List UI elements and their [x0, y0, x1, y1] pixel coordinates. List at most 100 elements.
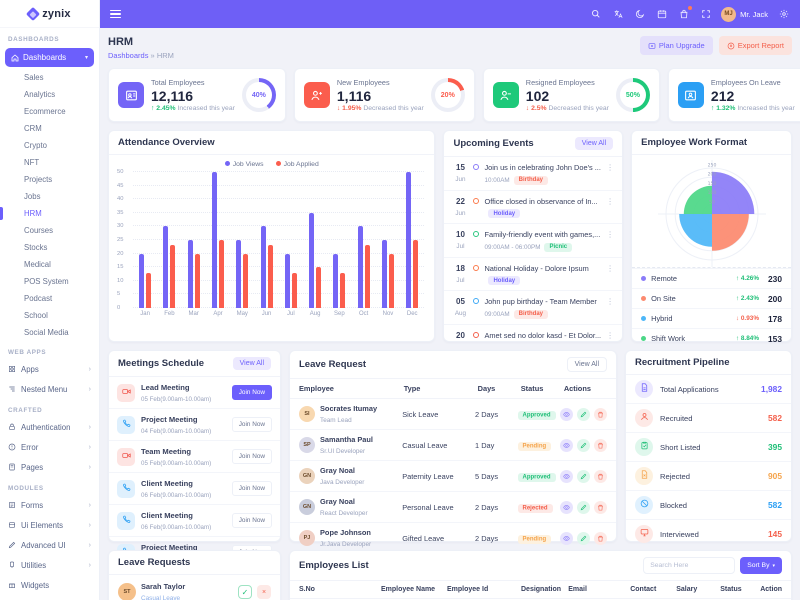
x-axis-label: Dec — [406, 311, 418, 317]
more-vertical-icon[interactable]: ⋮ — [606, 230, 615, 239]
join-now-button[interactable]: Join Now — [231, 449, 272, 464]
more-vertical-icon[interactable]: ⋮ — [606, 263, 615, 273]
join-now-button[interactable]: Join Now — [231, 513, 272, 528]
translate-icon[interactable] — [611, 8, 624, 21]
sidebar-subitem[interactable]: Social Media — [24, 328, 69, 337]
sidebar-subitem[interactable]: Medical — [24, 260, 51, 269]
join-now-button[interactable]: Join Now — [231, 385, 272, 400]
join-now-button[interactable]: Join Now — [231, 481, 272, 496]
pipeline-value: 905 — [768, 471, 782, 481]
x-axis-label: Jun — [261, 311, 272, 317]
edit-button[interactable] — [577, 407, 590, 421]
edit-button[interactable] — [577, 469, 590, 483]
delete-button[interactable] — [594, 500, 607, 514]
stat-delta: ↑ 1.32% — [710, 105, 736, 112]
sort-by-button[interactable]: Sort By ▾ — [740, 557, 782, 574]
calendar-icon[interactable] — [655, 8, 668, 21]
join-now-button[interactable]: Join Now — [231, 417, 272, 432]
pipeline-item: Total Applications 1,982 — [626, 375, 791, 404]
y-axis-label: 25 — [117, 237, 124, 243]
sidebar-subitem[interactable]: School — [24, 311, 48, 320]
plan-upgrade-button[interactable]: Plan Upgrade — [639, 36, 713, 55]
status-badge: Rejected — [517, 504, 553, 513]
user-menu[interactable]: MJ Mr. Jack — [721, 6, 768, 22]
sidebar-subitem[interactable]: Crypto — [24, 141, 47, 150]
settings-gear-icon[interactable] — [777, 8, 790, 21]
column-header: Status — [720, 586, 742, 593]
delete-button[interactable] — [594, 531, 607, 545]
y-axis-label: 50 — [117, 169, 124, 175]
meeting-type-icon-wrap — [117, 479, 135, 498]
sidebar-subitem[interactable]: NFT — [24, 158, 40, 167]
pipeline-icon-wrap — [635, 409, 653, 427]
view-button[interactable] — [560, 500, 573, 514]
search-input[interactable] — [643, 557, 736, 574]
view-button[interactable] — [560, 407, 573, 421]
sidebar-subitem[interactable]: Stocks — [24, 243, 48, 252]
sidebar-item-nested-menu[interactable]: Nested Menu › — [0, 379, 99, 399]
more-vertical-icon[interactable]: ⋮ — [606, 330, 615, 340]
attendance-overview-card: Attendance Overview Job Views Job Applie… — [108, 130, 436, 342]
edit-button[interactable] — [577, 438, 590, 452]
more-vertical-icon[interactable]: ⋮ — [606, 297, 615, 306]
sidebar-subitem[interactable]: Jobs — [24, 192, 41, 201]
sidebar-item-pages[interactable]: Pages › — [0, 457, 99, 477]
shopping-bag-icon[interactable] — [677, 5, 693, 21]
x-axis-label: Oct — [359, 311, 369, 317]
reject-button[interactable]: × — [257, 585, 271, 599]
x-axis-label: Jul — [286, 311, 295, 317]
fullscreen-icon[interactable] — [699, 8, 712, 21]
sidebar-nav: Dashboards Dashboards ▾ Sales Analytics … — [0, 28, 99, 595]
export-report-button[interactable]: Export Report — [718, 36, 792, 55]
sidebar-subitem[interactable]: Projects — [24, 175, 53, 184]
svg-text:100: 100 — [707, 190, 716, 196]
events-view-all-button[interactable]: View All — [574, 137, 614, 150]
employees-table-header: S.No Employee Name Employee Id Designation E… — [290, 581, 791, 599]
close-icon: × — [261, 588, 267, 596]
card-plus-icon — [648, 42, 656, 49]
view-button[interactable] — [560, 469, 573, 483]
meetings-view-all-button[interactable]: View All — [232, 357, 271, 370]
sidebar-subitem[interactable]: Sales — [24, 73, 44, 82]
edit-button[interactable] — [577, 500, 590, 514]
delete-button[interactable] — [594, 469, 607, 483]
sidebar-subitem[interactable]: HRM — [0, 205, 99, 222]
sidebar-item-ui-elements[interactable]: Ui Elements › — [0, 515, 99, 535]
sidebar-subitem[interactable]: Analytics — [24, 90, 56, 99]
sidebar-item-apps[interactable]: Apps › — [0, 359, 99, 379]
sidebar-item-error[interactable]: Error › — [0, 437, 99, 457]
sidebar-item-advanced-ui[interactable]: Advanced UI › — [0, 535, 99, 555]
more-vertical-icon[interactable]: ⋮ — [606, 163, 615, 172]
leave-request-view-all-button[interactable]: View All — [566, 357, 607, 372]
sidebar-subitem[interactable]: POS System — [24, 277, 69, 286]
sidebar-subitem[interactable]: Podcast — [24, 294, 53, 303]
sidebar-item-utilities[interactable]: Utilities › — [0, 555, 99, 575]
edit-button[interactable] — [577, 531, 590, 545]
meeting-time: 04 Feb(9.00am-10.00am) — [141, 427, 212, 435]
approve-button[interactable]: ✓ — [238, 585, 252, 599]
search-icon[interactable] — [589, 8, 602, 21]
sidebar-item-widgets[interactable]: Widgets — [0, 575, 99, 595]
view-button[interactable] — [560, 531, 573, 545]
sidebar-item-authentication[interactable]: Authentication › — [0, 417, 99, 437]
legend-dot — [224, 161, 230, 166]
sidebar-subitem[interactable]: Ecommerce — [24, 107, 66, 116]
event-time: 09:00AM — [484, 310, 510, 318]
more-vertical-icon[interactable]: ⋮ — [606, 196, 615, 206]
column-header: Employee — [299, 384, 334, 393]
sidebar-item-dashboards[interactable]: Dashboards ▾ — [5, 48, 94, 67]
view-button[interactable] — [560, 438, 573, 452]
breadcrumb-link[interactable]: Dashboards — [108, 51, 149, 60]
sidebar-subitem[interactable]: Courses — [24, 226, 54, 235]
delete-button[interactable] — [594, 407, 607, 421]
sidebar-subitem[interactable]: CRM — [24, 124, 42, 133]
delete-button[interactable] — [594, 438, 607, 452]
dark-mode-moon-icon[interactable] — [633, 8, 646, 21]
leave-request-mini-row: ST Sarah Taylor Casual Leave ✓ × — [109, 575, 280, 600]
work-format-delta: ↑ 4.26% — [735, 275, 759, 282]
stat-label: Total Employees — [151, 78, 205, 87]
brand-logo[interactable]: zynix — [0, 0, 99, 28]
menu-toggle-icon[interactable] — [110, 9, 121, 19]
sidebar-item-forms[interactable]: Forms › — [0, 495, 99, 515]
x-axis-label: Nov — [382, 311, 394, 317]
